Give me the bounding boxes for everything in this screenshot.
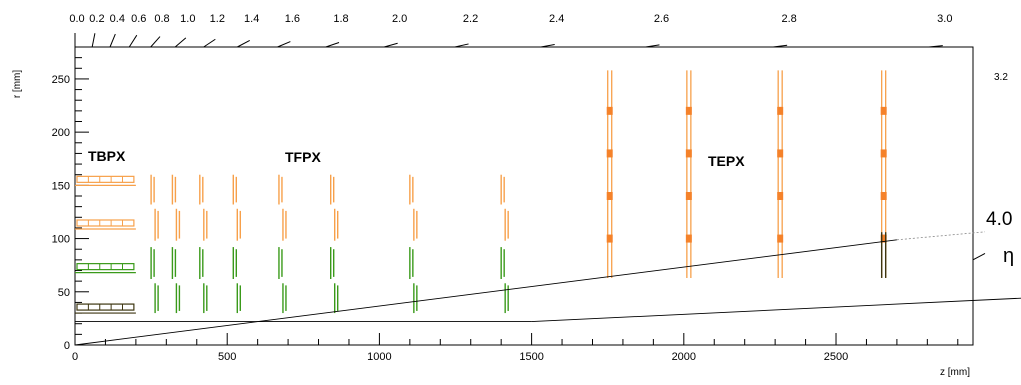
x-tick-label: 500 <box>218 351 236 363</box>
detector-modules <box>75 70 887 314</box>
tepx-module-overlap <box>685 106 692 115</box>
tepx-label: TEPX <box>708 153 745 169</box>
eta-tick <box>277 41 291 48</box>
tepx-module-overlap <box>685 149 692 158</box>
plot-frame <box>74 46 974 346</box>
eta-tick <box>454 43 469 48</box>
x-tick-label: 2500 <box>824 351 848 363</box>
eta-value-label: 4.0 <box>986 209 1012 230</box>
tepx-module-overlap <box>685 234 692 243</box>
tbpx-label: TBPX <box>88 148 126 164</box>
tepx-module-overlap <box>777 149 784 158</box>
eta-tick-label: 2.4 <box>549 13 564 25</box>
eta-tick-label: 1.6 <box>285 13 300 25</box>
eta-tick <box>383 42 398 48</box>
tepx-module-overlap <box>685 192 692 200</box>
tepx-module-overlap <box>777 192 784 200</box>
eta-tick <box>203 38 216 48</box>
eta-line-extension <box>896 231 986 241</box>
eta-tick <box>128 34 138 48</box>
eta-tick-label: 2.0 <box>392 13 407 25</box>
barrel-layer-box <box>76 263 135 271</box>
eta-symbol: η <box>1003 245 1014 267</box>
tepx-module-overlap <box>606 192 613 200</box>
eta-tick <box>109 33 116 48</box>
eta-tick <box>645 44 660 48</box>
x-tick-label: 0 <box>72 351 78 363</box>
eta-tick-label: 2.2 <box>463 13 478 25</box>
tepx-module-overlap <box>777 234 784 243</box>
y-tick-label: 200 <box>52 127 70 139</box>
eta-tick <box>174 37 187 48</box>
eta-right-label: 3.2 <box>994 72 1008 83</box>
x-axis-label: z [mm] <box>940 367 970 378</box>
eta-tick <box>237 40 250 48</box>
x-axis: 0 500 1000 1500 2000 2500 <box>72 333 959 363</box>
eta-tick-label: 2.6 <box>654 13 669 25</box>
tepx-module-overlap <box>777 106 784 115</box>
tepx-module-overlap <box>606 106 613 115</box>
y-axis-label: r [mm] <box>12 70 23 99</box>
eta-tick <box>91 33 96 48</box>
x-tick-label: 1500 <box>519 351 543 363</box>
eta-tick-label: 0.0 <box>69 13 84 25</box>
tepx-module-overlap <box>606 234 613 243</box>
tepx-module-overlap <box>880 149 887 158</box>
eta-tick-label: 0.6 <box>131 13 146 25</box>
eta-tick-label: 0.4 <box>110 13 125 25</box>
y-tick-label: 0 <box>64 340 70 352</box>
eta-tick <box>150 36 161 48</box>
eta-tick <box>928 45 943 48</box>
eta-tick-label: 1.4 <box>244 13 259 25</box>
eta-tick-label: 1.8 <box>333 13 348 25</box>
eta-tick-label: 0.8 <box>154 13 169 25</box>
barrel-layer-box <box>76 219 135 227</box>
beam-pipe-line <box>531 297 1021 323</box>
y-tick-label: 150 <box>52 180 70 192</box>
x-tick-label: 1000 <box>367 351 391 363</box>
x-tick-label: 2000 <box>672 351 696 363</box>
eta-line <box>74 239 897 346</box>
y-tick-label: 100 <box>52 234 70 246</box>
eta-tick <box>325 42 340 48</box>
y-axis: 0 50 100 150 200 250 <box>52 46 89 352</box>
eta-tick <box>972 253 986 261</box>
eta-lines <box>74 231 1021 346</box>
eta-tick <box>540 43 555 48</box>
eta-tick-label: 2.8 <box>781 13 796 25</box>
eta-tick-label: 0.2 <box>89 13 104 25</box>
tepx-module-overlap <box>880 192 887 200</box>
tfpx-label: TFPX <box>285 149 321 165</box>
tepx-module-overlap <box>606 149 613 158</box>
barrel-layer-box <box>76 175 135 183</box>
eta-scale: 0.0 0.2 0.4 0.6 0.8 1.0 1.2 1.4 1.6 1.8 2.0 2.2 2.4 2… <box>69 13 986 261</box>
eta-tick-label: 1.2 <box>210 13 225 25</box>
barrel-layer-box <box>76 303 135 311</box>
tepx-module-overlap <box>880 106 887 115</box>
eta-tick-label: 1.0 <box>180 13 195 25</box>
eta-tick-label: 3.0 <box>937 13 952 25</box>
y-tick-label: 50 <box>58 287 70 299</box>
y-tick-label: 250 <box>52 74 70 86</box>
tepx-module-overlap <box>880 234 887 243</box>
eta-tick <box>773 44 788 48</box>
